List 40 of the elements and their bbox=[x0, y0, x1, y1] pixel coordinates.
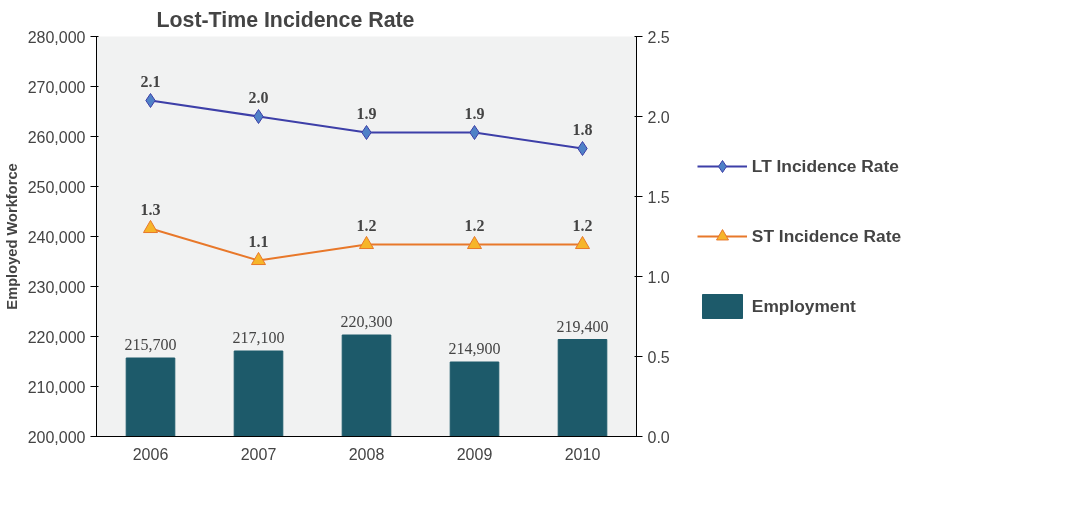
data-label: 215,700 bbox=[124, 336, 177, 353]
data-label: 1.2 bbox=[464, 216, 485, 234]
data-label: 220,300 bbox=[340, 313, 393, 330]
y-tick-label: 260,000 bbox=[27, 128, 86, 146]
data-label: 214,900 bbox=[448, 340, 501, 357]
y-tick-label: 280,000 bbox=[27, 28, 86, 46]
x-tick-label: 2008 bbox=[348, 445, 385, 463]
y2-tick-label: 2.5 bbox=[647, 28, 670, 46]
data-label: 2.1 bbox=[140, 72, 161, 90]
y-axis-title: Employed Workforce bbox=[3, 163, 20, 310]
y-tick-label: 220,000 bbox=[27, 328, 86, 346]
data-label: 219,400 bbox=[556, 317, 609, 335]
y2-tick-label: 2.0 bbox=[647, 108, 670, 126]
legend-label: LT Incidence Rate bbox=[751, 155, 899, 177]
data-label: 1.3 bbox=[140, 200, 161, 218]
data-label: 1.2 bbox=[572, 216, 593, 234]
data-label: 1.8 bbox=[572, 120, 593, 138]
y-tick-label: 250,000 bbox=[27, 178, 86, 196]
x-tick-label: 2007 bbox=[240, 445, 277, 463]
y-tick-label: 240,000 bbox=[27, 228, 86, 246]
y2-tick-label: 0.0 bbox=[647, 428, 670, 446]
y2-tick-label: 1.5 bbox=[647, 188, 670, 206]
y2-tick-label: 1.0 bbox=[647, 268, 670, 286]
y-tick-label: 210,000 bbox=[27, 378, 86, 396]
data-label: 1.9 bbox=[356, 104, 377, 122]
legend-label: ST Incidence Rate bbox=[751, 225, 902, 247]
y-tick-label: 270,000 bbox=[27, 78, 86, 96]
x-tick-label: 2009 bbox=[456, 445, 493, 463]
y-tick-label: 200,000 bbox=[27, 428, 86, 446]
data-label: 1.2 bbox=[356, 216, 377, 234]
x-tick-label: 2010 bbox=[564, 445, 601, 463]
chart-title: Lost-Time Incidence Rate bbox=[156, 7, 415, 32]
data-label: 1.1 bbox=[248, 232, 269, 250]
x-tick-label: 2006 bbox=[132, 445, 169, 463]
legend-label: Employment bbox=[751, 295, 856, 317]
data-label: 1.9 bbox=[464, 104, 485, 122]
y-tick-label: 230,000 bbox=[27, 278, 86, 296]
data-label: 2.0 bbox=[248, 88, 269, 106]
data-label: 217,100 bbox=[232, 329, 285, 346]
y2-tick-label: 0.5 bbox=[647, 348, 670, 366]
